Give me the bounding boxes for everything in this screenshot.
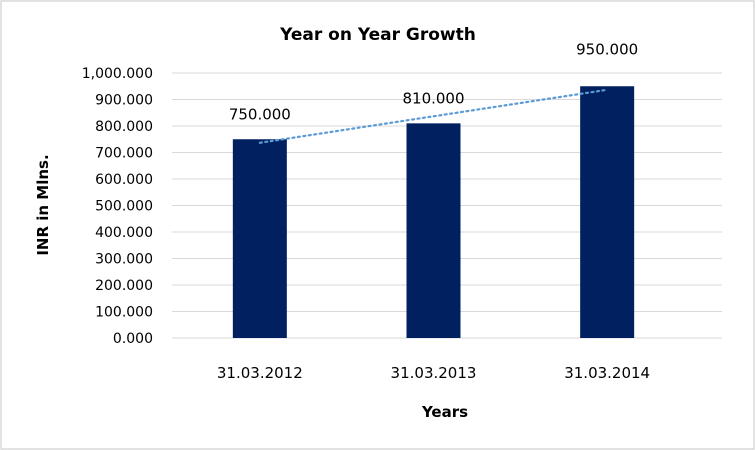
y-tick-label: 600.000 <box>95 172 153 188</box>
x-tick-label: 31.03.2013 <box>391 364 477 382</box>
y-tick-label: 100.000 <box>95 305 153 321</box>
y-tick-label: 200.000 <box>95 278 153 294</box>
y-tick-label: 700.000 <box>95 146 153 162</box>
y-axis-label: INR in Mlns. <box>34 154 52 255</box>
data-label: 750.000 <box>229 105 291 123</box>
y-tick-label: 800.000 <box>95 119 153 135</box>
chart-title: Year on Year Growth <box>279 25 476 45</box>
bar-31.03.2014 <box>580 86 635 338</box>
x-axis-label: Years <box>421 403 468 421</box>
x-tick-label: 31.03.2012 <box>217 364 303 382</box>
bar-31.03.2012 <box>232 139 287 338</box>
data-label: 810.000 <box>402 89 464 107</box>
y-tick-label: 400.000 <box>95 225 153 241</box>
trendline <box>258 88 609 144</box>
y-tick-label: 500.000 <box>95 199 153 215</box>
data-label: 950.000 <box>576 40 638 58</box>
y-tick-label: 300.000 <box>95 252 153 268</box>
y-tick-label: 900.000 <box>95 93 153 109</box>
bar-31.03.2013 <box>406 123 461 338</box>
x-tick-label: 31.03.2014 <box>564 364 650 382</box>
y-tick-label: 1,000.000 <box>82 66 153 82</box>
y-tick-label: 0.000 <box>113 331 153 347</box>
